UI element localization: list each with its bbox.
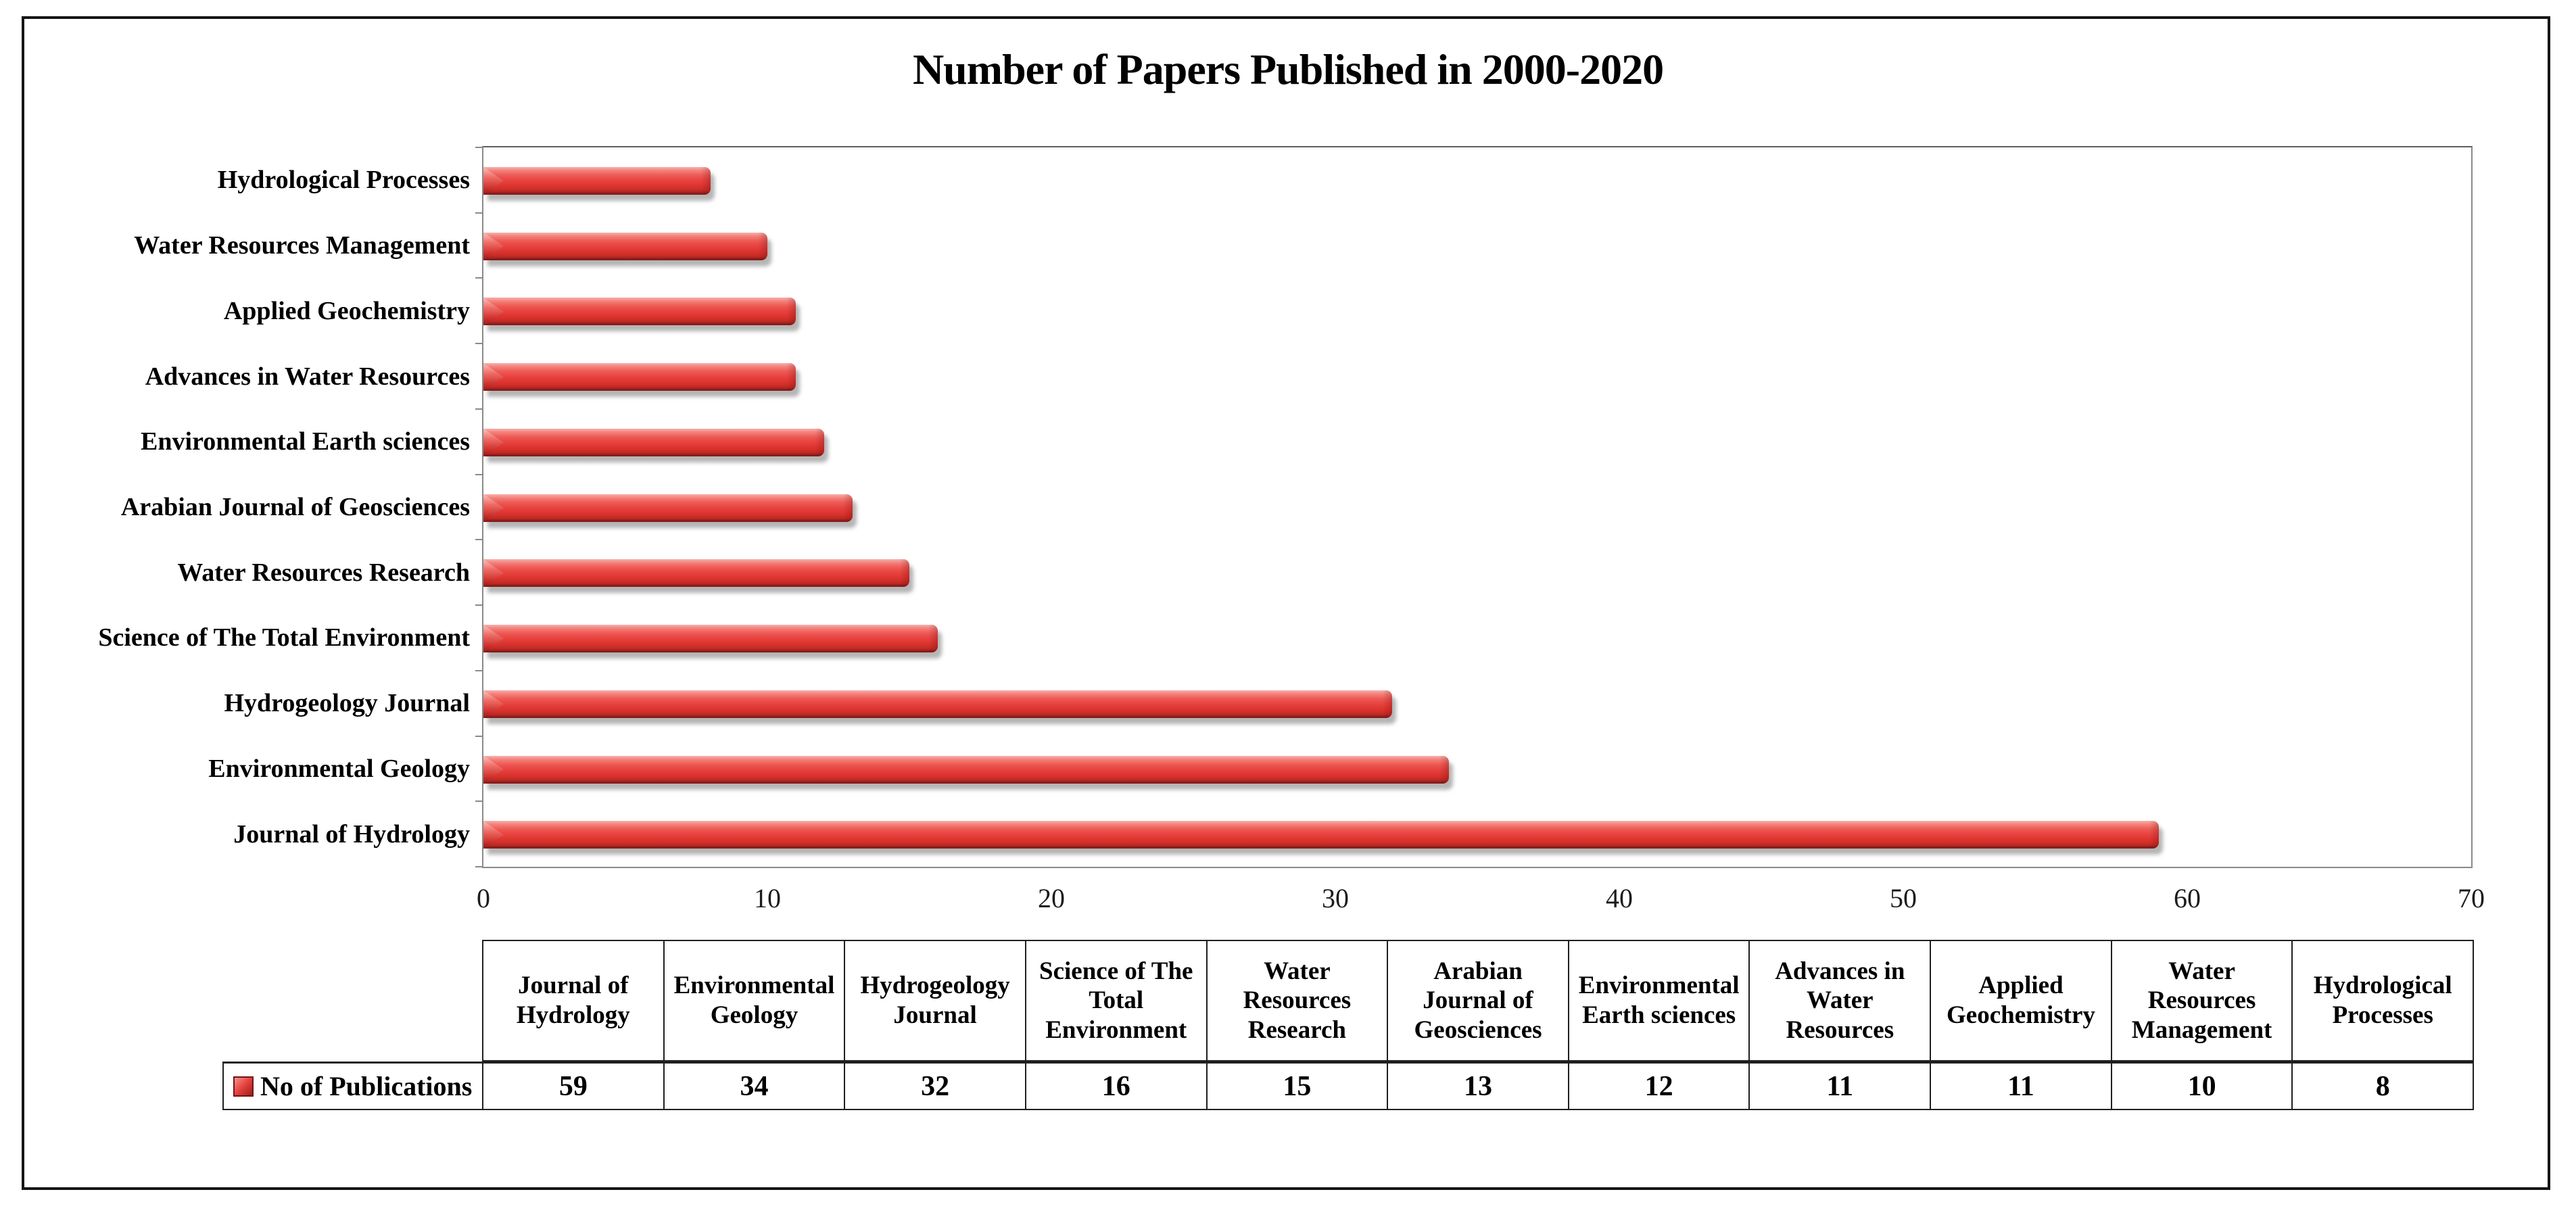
table-header-row: Journal of Hydrology Environmental Geolog… — [482, 940, 2474, 1061]
y-axis-tick-mark — [475, 735, 483, 737]
y-axis-tick-mark — [475, 408, 483, 410]
bar — [483, 690, 1392, 718]
table-header-cell: Water Resources Management — [2112, 941, 2293, 1060]
y-axis-tick-mark — [475, 212, 483, 214]
bar — [483, 494, 853, 522]
y-axis-label: Environmental Geology — [208, 754, 470, 783]
bar — [483, 428, 824, 456]
table-value-cell: 15 — [1208, 1064, 1389, 1109]
table-header-cell: Hydrogeology Journal — [845, 941, 1026, 1060]
y-axis-labels: Hydrological Processes Water Resources Ma… — [27, 146, 470, 868]
table-data-row: No of Publications 59 34 32 16 15 13 12 11 11 10 8 — [222, 1061, 2474, 1110]
legend-swatch-icon — [233, 1076, 254, 1097]
y-axis-label: Water Resources Research — [177, 558, 470, 587]
table-header-cell: Arabian Journal of Geosciences — [1388, 941, 1569, 1060]
x-axis-tick-label: 0 — [477, 883, 490, 913]
bar — [483, 625, 938, 653]
table-header-cell: Hydrological Processes — [2313, 972, 2452, 1029]
y-axis-tick-mark — [475, 343, 483, 345]
y-axis-label: Advances in Water Resources — [145, 362, 470, 391]
table-header-cell: Environmental Earth sciences — [1569, 941, 1750, 1060]
table-value-cell: 59 — [483, 1064, 665, 1109]
bar — [483, 232, 767, 260]
table-value-cell: 11 — [1931, 1064, 2112, 1109]
table-header-cell: Science of The Total Environment — [1026, 941, 1208, 1060]
y-axis-tick-mark — [475, 801, 483, 803]
table-header-cell: Environmental Geology — [665, 941, 846, 1060]
table-value-cell: 12 — [1569, 1064, 1750, 1109]
table-value-cell: 8 — [2375, 1070, 2390, 1102]
y-axis-label: Hydrogeology Journal — [224, 689, 471, 718]
y-axis-tick-mark — [475, 277, 483, 279]
y-axis-label: Journal of Hydrology — [233, 819, 470, 849]
bar — [483, 755, 1449, 784]
table-header-cell: Advances in Water Resources — [1750, 941, 1932, 1060]
table-header-cell: Water Resources Research — [1208, 941, 1389, 1060]
y-axis-tick-mark — [475, 539, 483, 541]
y-axis-tick-mark — [475, 669, 483, 671]
x-axis-tick-label: 20 — [1038, 883, 1065, 913]
bar — [483, 821, 2159, 849]
y-axis-tick-mark — [475, 604, 483, 606]
bar — [483, 167, 711, 195]
y-axis-label: Applied Geochemistry — [223, 296, 470, 325]
x-axis-tick-label: 60 — [2174, 883, 2201, 913]
x-axis-tick-label: 40 — [1606, 883, 1633, 913]
y-axis-label: Hydrological Processes — [217, 166, 470, 195]
bar — [483, 559, 909, 588]
table-value-cell: 34 — [665, 1064, 846, 1109]
y-axis-tick-mark — [475, 473, 483, 475]
table-header-cell: Applied Geochemistry — [1931, 941, 2112, 1060]
bar — [483, 297, 796, 326]
bars-container — [475, 147, 2471, 867]
x-axis-tick-label: 70 — [2458, 883, 2485, 913]
chart-title: Number of Papers Published in 2000-2020 — [912, 45, 1664, 93]
legend-label: No of Publications — [260, 1071, 473, 1101]
y-axis-label: Arabian Journal of Geosciences — [120, 492, 470, 521]
x-axis-tick-label: 50 — [1890, 883, 1917, 913]
y-axis-tick-mark — [475, 866, 483, 867]
legend-cell: No of Publications — [224, 1064, 483, 1109]
x-axis-tick-label: 10 — [754, 883, 781, 913]
table-value-cell: 13 — [1388, 1064, 1569, 1109]
table-value-cell: 32 — [845, 1064, 1026, 1109]
table-value-cell: 10 — [2112, 1064, 2293, 1109]
y-axis-tick-mark — [475, 147, 483, 148]
table-value-cell: 11 — [1750, 1064, 1932, 1109]
x-axis-labels: 0 10 20 30 40 50 60 70 — [477, 882, 2485, 923]
table-value-cell: 16 — [1026, 1064, 1208, 1109]
plot-area — [475, 146, 2473, 868]
y-axis-label: Science of The Total Environment — [98, 623, 470, 652]
table-header-cell: Journal of Hydrology — [483, 941, 665, 1060]
x-axis-tick-label: 30 — [1322, 883, 1349, 913]
y-axis-label: Environmental Earth sciences — [141, 427, 470, 456]
bar — [483, 363, 796, 391]
y-axis-label: Water Resources Management — [134, 231, 470, 260]
